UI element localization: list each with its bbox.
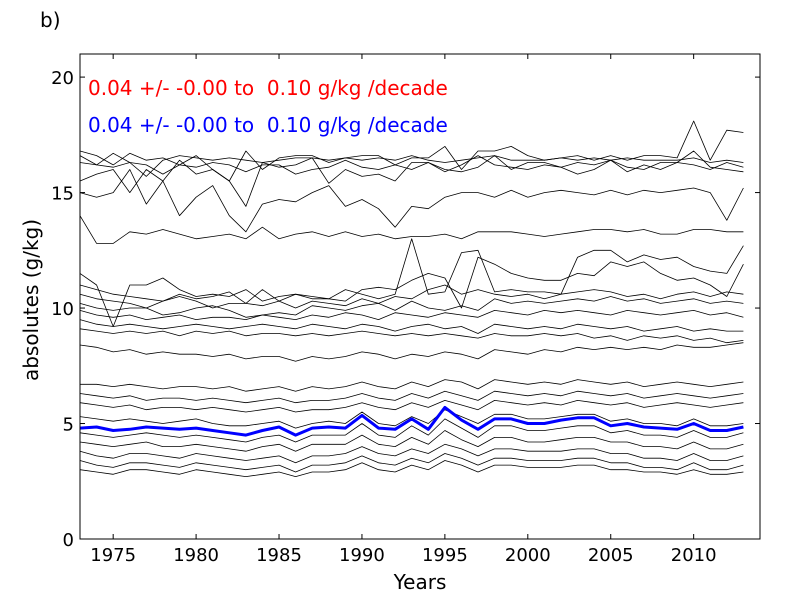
- y-tick-label: 5: [63, 415, 74, 436]
- x-tick-label: 2005: [588, 545, 634, 566]
- series-line-18: [79, 409, 744, 429]
- x-tick-label: 1980: [173, 545, 219, 566]
- panel-label: b): [40, 8, 61, 32]
- x-tick-label: 1990: [339, 545, 385, 566]
- x-tick-label: 1995: [422, 545, 468, 566]
- x-tick-label: 2010: [671, 545, 717, 566]
- series-line-9: [79, 284, 744, 309]
- series-line-15: [80, 379, 744, 392]
- series-line-6: [79, 215, 744, 244]
- series-line-1: [79, 120, 744, 182]
- trend-annotation-blue: 0.04 +/- -0.00 to 0.10 g/kg /decade: [88, 113, 448, 137]
- series-line-3: [79, 150, 744, 175]
- x-tick-label: 1985: [256, 545, 302, 566]
- series-line-14: [79, 342, 744, 362]
- series-line-13: [79, 328, 744, 344]
- series-line-19: [79, 418, 744, 443]
- series-line-4: [79, 155, 744, 207]
- y-tick-label: 20: [51, 68, 74, 89]
- series-line-blue: [79, 405, 744, 437]
- y-tick-label: 15: [51, 184, 74, 205]
- series-line-12: [79, 319, 744, 334]
- y-tick-label: 0: [63, 530, 74, 551]
- series-line-20: [79, 430, 744, 452]
- series-line-16: [79, 390, 744, 404]
- series-line-21: [79, 443, 744, 464]
- series-line-7: [79, 238, 744, 327]
- series-line-8: [79, 256, 744, 309]
- series-line-22: [79, 453, 744, 473]
- x-axis-label: Years: [393, 570, 447, 594]
- plot-frame: [79, 53, 761, 540]
- x-tick-label: 2000: [505, 545, 551, 566]
- series-line-11: [79, 309, 744, 321]
- trend-annotation-red: 0.04 +/- -0.00 to 0.10 g/kg /decade: [88, 76, 448, 100]
- series-line-5: [79, 169, 744, 233]
- series-line-10: [79, 296, 744, 318]
- x-tick-label: 1975: [90, 545, 136, 566]
- series-line-17: [79, 399, 744, 413]
- series-line-2: [79, 152, 744, 177]
- series-line-23: [79, 460, 744, 478]
- y-tick-label: 10: [51, 299, 74, 320]
